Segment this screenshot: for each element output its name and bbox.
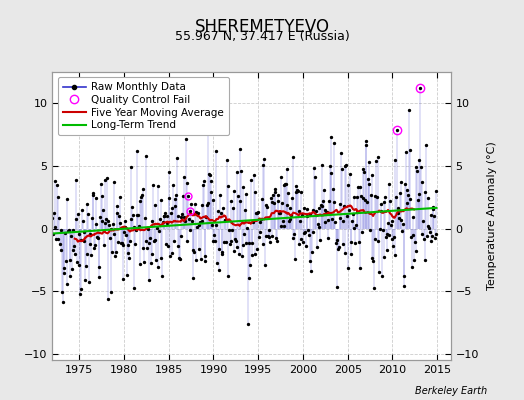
Legend: Raw Monthly Data, Quality Control Fail, Five Year Moving Average, Long-Term Tren: Raw Monthly Data, Quality Control Fail, … — [58, 77, 229, 136]
Text: SHEREMETYEVO: SHEREMETYEVO — [194, 18, 330, 36]
Y-axis label: Temperature Anomaly (°C): Temperature Anomaly (°C) — [487, 142, 497, 290]
Text: Berkeley Earth: Berkeley Earth — [415, 386, 487, 396]
Text: 55.967 N, 37.417 E (Russia): 55.967 N, 37.417 E (Russia) — [174, 30, 350, 43]
